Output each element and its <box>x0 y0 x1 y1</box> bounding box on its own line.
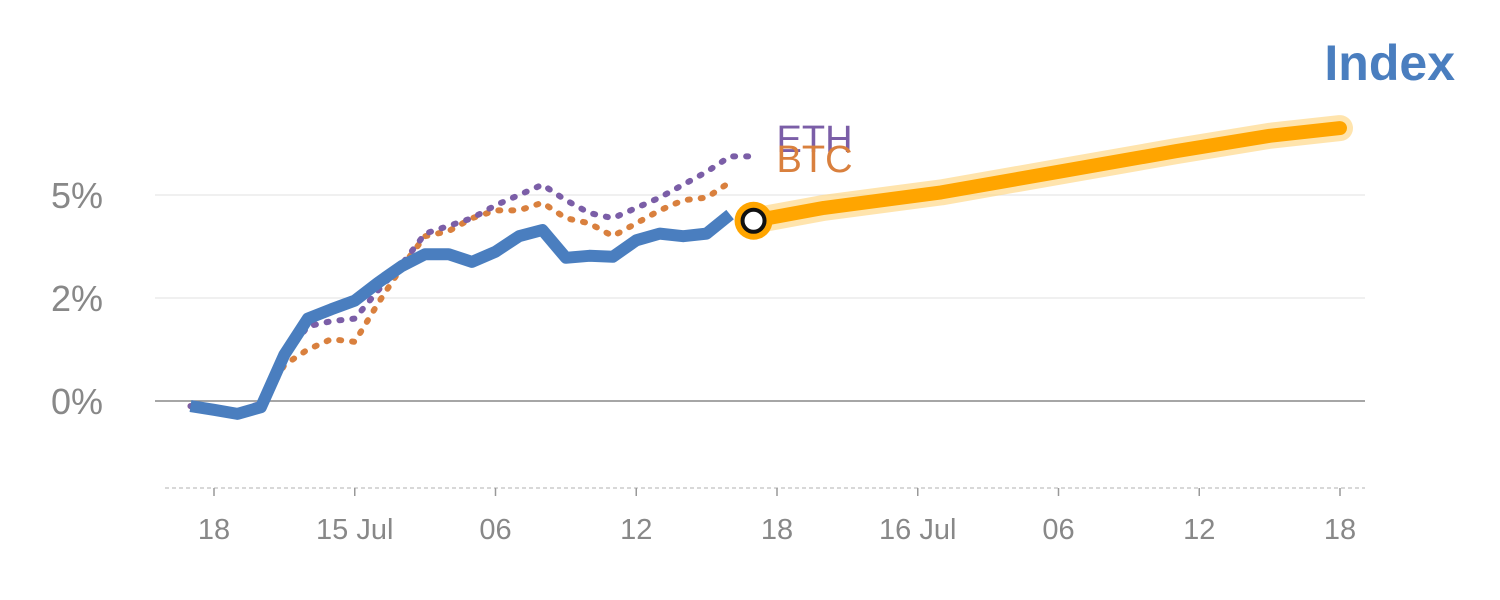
y-axis-tick-labels: 0% 2% 5% <box>51 175 103 422</box>
y-tick-label: 2% <box>51 278 103 319</box>
index-line <box>189 209 734 420</box>
x-tick-label: 06 <box>1042 514 1074 546</box>
btc-line <box>187 179 734 417</box>
current-value-marker <box>734 201 773 240</box>
y-tick-label: 5% <box>51 175 103 216</box>
btc-label: BTC <box>777 139 853 181</box>
x-tick-label: 16 Jul <box>879 514 956 546</box>
forecast-line <box>746 121 1347 228</box>
x-tick-label: 15 Jul <box>316 514 393 546</box>
x-axis <box>165 487 1365 496</box>
current-point <box>740 207 767 234</box>
x-tick-label: 18 <box>1324 514 1356 546</box>
y-tick-label: 0% <box>51 381 103 422</box>
chart-title: Index <box>1324 35 1455 91</box>
eth-label: ETH <box>777 119 853 161</box>
series-lines <box>187 115 1353 420</box>
x-tick-label: 18 <box>198 514 230 546</box>
x-tick-label: 06 <box>479 514 511 546</box>
x-tick-label: 12 <box>1183 514 1215 546</box>
x-tick-label: 12 <box>620 514 652 546</box>
x-tick-label: 18 <box>761 514 793 546</box>
x-axis-tick-labels: 18 15 Jul 06 12 18 16 Jul 06 12 18 <box>198 514 1356 546</box>
